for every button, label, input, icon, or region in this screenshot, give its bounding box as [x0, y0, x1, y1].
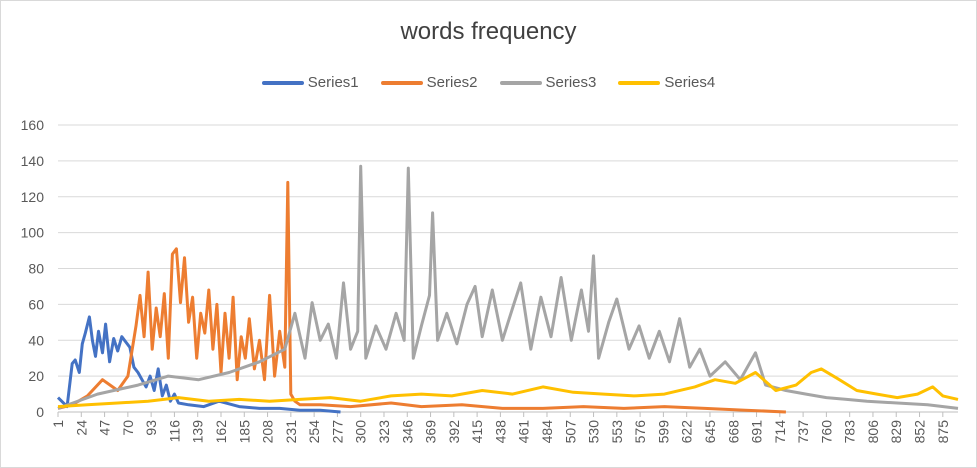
x-tick-label-1: 1	[50, 420, 66, 428]
series-layer	[56, 164, 959, 414]
x-tick-label-208: 208	[260, 420, 276, 444]
x-tick-label-346: 346	[399, 420, 415, 444]
x-tick-label-553: 553	[609, 420, 625, 444]
x-tick-label-24: 24	[73, 420, 89, 436]
x-tick-label-622: 622	[679, 420, 695, 444]
x-tick-label-668: 668	[725, 420, 741, 444]
series-line-4	[57, 367, 959, 409]
legend-item-series2[interactable]: Series2	[380, 74, 478, 91]
x-tick-label-806: 806	[865, 420, 881, 444]
x-tick-label-599: 599	[655, 420, 671, 444]
x-tick-label-162: 162	[213, 420, 229, 444]
x-tick-label-438: 438	[492, 420, 508, 444]
chart-title: words frequency	[400, 18, 577, 45]
series-line-3	[57, 164, 959, 410]
x-tick-label-645: 645	[702, 420, 718, 444]
x-tick-label-484: 484	[539, 420, 555, 444]
legend-item-series1[interactable]: Series1	[261, 74, 359, 91]
x-tick-label-116: 116	[166, 420, 182, 443]
x-tick-label-392: 392	[446, 420, 462, 444]
legend-item-series3[interactable]: Series3	[499, 74, 597, 91]
x-tick-label-530: 530	[586, 420, 602, 444]
x-tick-label-369: 369	[423, 420, 439, 444]
legend-label-series3: Series3	[545, 74, 597, 91]
y-axis: 0 20 40 60 80 100 120 140 160	[21, 117, 45, 420]
x-tick-label-323: 323	[376, 420, 392, 444]
x-tick-label-829: 829	[888, 420, 904, 444]
y-tick-label-160: 160	[21, 117, 45, 133]
x-tick-label-852: 852	[912, 420, 928, 444]
x-tick-label-185: 185	[236, 420, 252, 444]
x-tick-label-783: 783	[842, 420, 858, 444]
x-tick-label-507: 507	[562, 420, 578, 444]
x-tick-label-576: 576	[632, 420, 648, 444]
x-tick-label-737: 737	[795, 420, 811, 444]
series-line-1	[56, 315, 341, 414]
x-tick-label-47: 47	[97, 420, 113, 436]
x-axis: 1 24 47 70 93 116 139 162 185 208 231 254 277 300 323 3…	[50, 412, 951, 443]
x-tick-label-254: 254	[306, 420, 322, 444]
legend-label-series4: Series4	[664, 74, 716, 91]
x-tick-label-277: 277	[329, 420, 345, 444]
y-tick-label-120: 120	[21, 189, 45, 205]
y-tick-label-60: 60	[28, 296, 44, 312]
y-tick-label-140: 140	[21, 153, 45, 169]
legend-swatch-series4	[618, 80, 661, 85]
y-tick-label-100: 100	[21, 225, 45, 241]
legend-swatch-series2	[380, 80, 423, 85]
x-tick-label-760: 760	[818, 420, 834, 444]
x-tick-label-714: 714	[772, 420, 788, 444]
y-tick-label-20: 20	[28, 368, 44, 384]
x-tick-label-461: 461	[516, 420, 532, 444]
x-tick-label-415: 415	[469, 420, 485, 444]
x-tick-label-93: 93	[143, 420, 159, 436]
legend-swatch-series3	[499, 80, 542, 85]
y-tick-label-0: 0	[36, 404, 44, 420]
legend-label-series1: Series1	[307, 74, 359, 91]
series-line-2	[57, 180, 786, 414]
y-tick-label-40: 40	[28, 332, 44, 348]
x-tick-label-70: 70	[120, 420, 136, 436]
legend-item-series4[interactable]: Series4	[618, 74, 715, 91]
x-tick-label-875: 875	[935, 420, 951, 444]
legend: Series1 Series2 Series3 Series4	[0, 74, 977, 91]
x-tick-label-139: 139	[190, 420, 206, 444]
x-tick-label-691: 691	[749, 420, 765, 444]
x-tick-label-231: 231	[283, 420, 299, 444]
legend-label-series2: Series2	[426, 74, 478, 91]
legend-swatch-series1	[261, 80, 304, 85]
y-tick-label-80: 80	[28, 261, 44, 277]
x-tick-label-300: 300	[353, 420, 369, 444]
